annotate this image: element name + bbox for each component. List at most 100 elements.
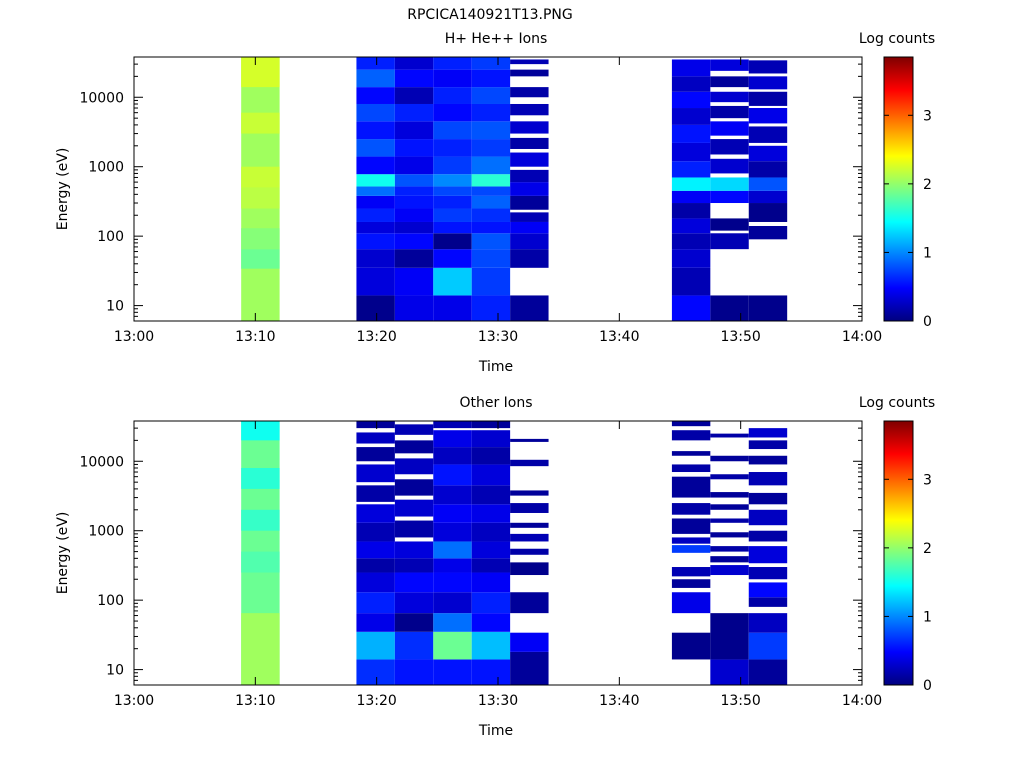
heatmap-cell (671, 579, 711, 588)
heatmap-cell (748, 546, 788, 564)
heatmap-cell (356, 592, 395, 614)
heatmap-cell (748, 108, 788, 124)
panel-h-he-ions: H+ He++ Ions Log counts 13:00 13:10 13:20 1… (55, 31, 935, 375)
heatmap-cell (710, 556, 749, 563)
heatmap-cell (471, 139, 511, 157)
x-tick-label: 13:10 (235, 329, 275, 345)
heatmap-cell (394, 233, 434, 250)
heatmap-cell (433, 103, 472, 122)
heatmap-cell (748, 455, 788, 465)
heatmap-cell (748, 567, 788, 580)
colorbar-tick-label: 2 (923, 177, 932, 193)
heatmap-cell (671, 537, 711, 544)
x-tick-label: 13:40 (599, 329, 639, 345)
heatmap-cell (394, 499, 434, 517)
heatmap-cell (510, 522, 549, 528)
heatmap-cell (433, 208, 472, 222)
heatmap-cell (671, 218, 711, 234)
heatmap-cell (394, 186, 434, 196)
heatmap-cell (671, 267, 711, 296)
heatmap-cell (433, 485, 472, 505)
heatmap-cell (394, 572, 434, 593)
heatmap-cell (748, 530, 788, 542)
heatmap-cell (471, 659, 511, 685)
heatmap-cell (356, 233, 395, 250)
heatmap-cell (471, 631, 511, 660)
heatmap-cell (356, 208, 395, 222)
heatmap-cell (394, 87, 434, 104)
heatmap-cell (394, 121, 434, 140)
heatmap-cell (356, 504, 395, 523)
heatmap-cell (241, 613, 280, 685)
y-tick-label: 100 (97, 229, 124, 245)
heatmap-cell (671, 203, 711, 219)
heatmap-cell (671, 451, 711, 456)
heatmap-cell (671, 142, 711, 162)
heatmap-cell (433, 572, 472, 593)
heatmap-cell (356, 558, 395, 573)
heatmap-cell (356, 195, 395, 209)
heatmap-cell (356, 156, 395, 175)
heatmap-cell (471, 504, 511, 523)
colorbar-tick-label: 2 (923, 541, 932, 557)
heatmap-cell (394, 631, 434, 660)
heatmap-cell (710, 433, 749, 438)
heatmap-cell (748, 177, 788, 191)
heatmap-cell (356, 613, 395, 632)
heatmap-cell (671, 592, 711, 614)
heatmap-cell (671, 190, 711, 204)
heatmap-cell (394, 440, 434, 454)
heatmap-cell (356, 249, 395, 268)
heatmap-cell (671, 108, 711, 125)
heatmap-cell (433, 522, 472, 542)
heatmap-cell (471, 464, 511, 486)
heatmap-cell (471, 69, 511, 88)
colorbar-ticks: 0 1 2 3 (884, 108, 932, 330)
heatmap-cell (510, 249, 549, 268)
heatmap-cell (241, 57, 280, 88)
heatmap-cell (710, 158, 749, 174)
heatmap-cell (356, 174, 395, 187)
heatmap-cell (241, 551, 280, 573)
heatmap-cell (394, 221, 434, 234)
heatmap-cell (471, 613, 511, 632)
heatmap-cell (510, 438, 549, 442)
heatmap-cell (471, 430, 511, 448)
heatmap-cell (394, 139, 434, 157)
heatmap-cell (356, 103, 395, 122)
heatmap-cell (510, 233, 549, 250)
x-tick-label: 13:50 (720, 693, 760, 709)
heatmap-cell (433, 69, 472, 88)
heatmap-cell (356, 631, 395, 660)
heatmap-cell (394, 520, 434, 538)
heatmap-cell (356, 295, 395, 321)
heatmap-cell (356, 464, 395, 483)
heatmap-cell (510, 548, 549, 555)
heatmap-cell (671, 476, 711, 498)
heatmap-cell (710, 659, 749, 685)
heatmap-cell (394, 195, 434, 209)
heatmap-cell (471, 195, 511, 209)
heatmap-cell (671, 295, 711, 321)
heatmap-cell (671, 233, 711, 250)
heatmap-cell (671, 567, 711, 577)
heatmap-cell (510, 169, 549, 183)
heatmap-cells (241, 421, 788, 685)
heatmap-cell (671, 124, 711, 143)
heatmap-cell (356, 447, 395, 462)
heatmap-cell (433, 421, 472, 429)
colorbar-tick-label: 1 (923, 609, 932, 625)
heatmap-cell (748, 145, 788, 162)
heatmap-cell (356, 572, 395, 593)
heatmap-cell (671, 161, 711, 178)
axis-ticks: 13:00 13:10 13:20 13:30 13:40 13:50 14:00 10 100… (79, 57, 882, 345)
heatmap-cell (510, 503, 549, 513)
heatmap-cell (471, 221, 511, 234)
x-tick-label: 14:00 (842, 693, 882, 709)
heatmap-cell (748, 509, 788, 526)
heatmap-cell (710, 295, 749, 321)
panel-title: H+ He++ Ions (445, 31, 548, 47)
heatmap-cell (748, 440, 788, 450)
heatmap-cell (510, 490, 549, 496)
heatmap-cell (748, 190, 788, 204)
